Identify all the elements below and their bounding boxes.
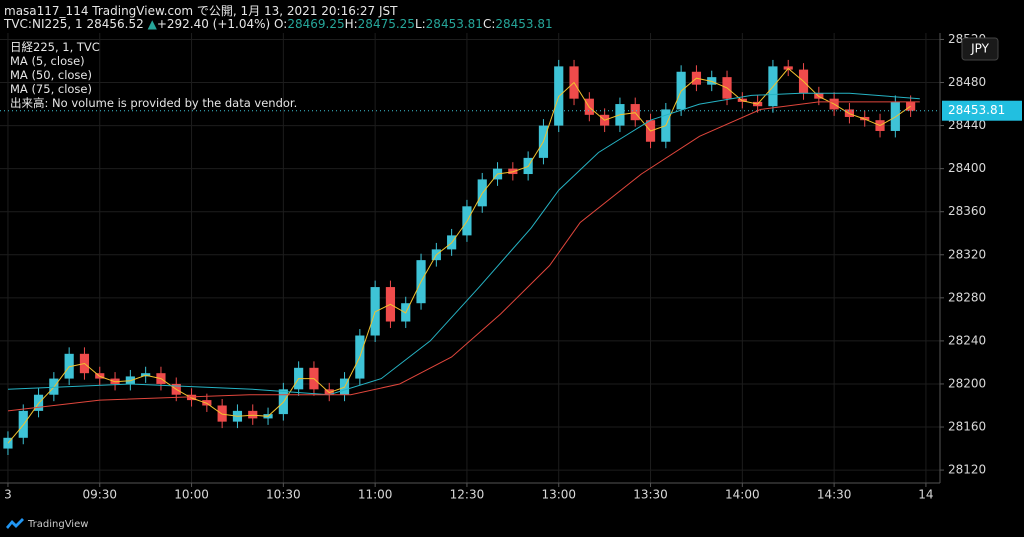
- y-tick-label: 28120: [948, 463, 986, 477]
- ohlc-value: 28475.25: [357, 17, 415, 31]
- currency-badge[interactable]: [961, 37, 999, 61]
- last-price-label: 28453.81: [948, 103, 1005, 117]
- ma-line: [7, 101, 920, 412]
- symbol-line: TVC:NI225, 1 28456.52 ▲+292.40 (+1.04%) …: [4, 17, 553, 31]
- candle-body: [248, 410, 258, 419]
- publisher: masa117_114 TradingView.com で公開, 1月 13, …: [4, 4, 398, 18]
- x-tick-label: 13:30: [633, 488, 668, 502]
- candle-body: [186, 394, 197, 401]
- x-tick-label: 14:30: [817, 488, 852, 502]
- candle-body: [508, 168, 518, 175]
- legend-entry: MA (5, close): [10, 54, 85, 68]
- candle-body: [64, 353, 74, 379]
- x-tick-label: 14: [918, 488, 933, 502]
- ma-line: [7, 92, 920, 396]
- x-tick-label: 10:30: [266, 488, 301, 502]
- legend-entry: MA (50, close): [10, 68, 92, 82]
- x-tick-label: 09:30: [82, 488, 117, 502]
- y-tick-label: 28240: [948, 333, 986, 347]
- legend: 日経225, 1, TVC MA (5, close) MA (50, close…: [10, 40, 297, 110]
- y-tick-label: 28400: [948, 161, 986, 175]
- ohlc-label: O:: [274, 17, 288, 31]
- ohlc-label: L:: [414, 17, 426, 31]
- x-tick-label: 14:00: [725, 488, 760, 502]
- y-tick-label: 28160: [948, 420, 986, 434]
- y-tick-label: 28360: [948, 204, 986, 218]
- brand: TradingView: [27, 519, 88, 530]
- y-tick-label: 28480: [948, 75, 986, 89]
- ohlc-label: H:: [344, 17, 358, 31]
- price: 28456.52: [86, 17, 144, 31]
- y-tick-label: 28320: [948, 247, 986, 261]
- change: +292.40 (+1.04%): [156, 17, 271, 31]
- ohlc-label: C:: [482, 17, 496, 31]
- ohlc-value: 28469.25: [287, 17, 345, 31]
- x-tick-label: 13:00: [541, 488, 576, 502]
- currency: JPY: [970, 42, 990, 56]
- x-tick-label: 3: [4, 488, 12, 502]
- annotation: 出来高: No volume is provided by the data v…: [10, 96, 298, 110]
- y-tick-label: 28280: [948, 290, 986, 304]
- x-tick-label: 10:00: [174, 488, 209, 502]
- ma-line: [7, 67, 911, 444]
- symbol: TVC:NI225, 1: [4, 17, 83, 31]
- legend-title: 日経225, 1, TVC: [10, 40, 100, 54]
- brand-logo: [6, 518, 24, 529]
- candle-body: [3, 437, 13, 449]
- x-tick-label: 11:00: [358, 488, 393, 502]
- y-tick-label: 28440: [948, 118, 986, 132]
- last-price-box: [942, 100, 1022, 121]
- y-tick-label: 28200: [948, 376, 986, 390]
- x-tick-label: 12:30: [450, 488, 485, 502]
- ohlc-value: 28453.81: [495, 17, 553, 31]
- arrow: ▲: [147, 17, 157, 31]
- candle-body: [630, 104, 640, 121]
- legend-entry: MA (75, close): [10, 82, 92, 96]
- ohlc-value: 28453.81: [425, 17, 483, 31]
